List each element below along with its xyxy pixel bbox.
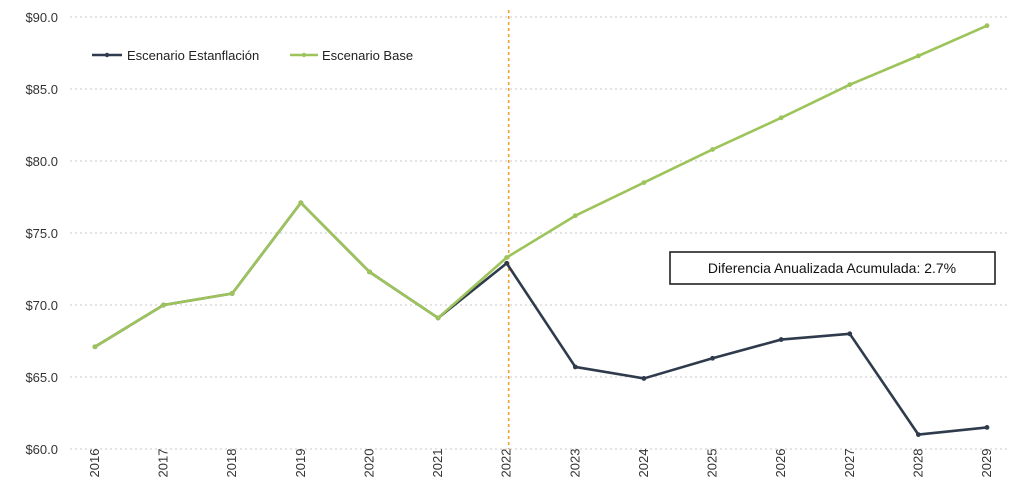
y-axis: $60.0 $65.0 $70.0 $75.0 $80.0 $85.0 $90.0 — [25, 10, 58, 457]
point-base — [229, 291, 235, 296]
y-tick-label: $75.0 — [25, 226, 58, 241]
y-tick-label: $60.0 — [25, 442, 58, 457]
annotation-text: Diferencia Anualizada Acumulada: 2.7% — [708, 260, 956, 276]
x-tick-label: 2028 — [910, 449, 925, 478]
y-tick-label: $85.0 — [25, 82, 58, 97]
x-tick-label: 2021 — [430, 449, 445, 478]
point-stagflation — [778, 337, 784, 342]
legend-marker-base — [301, 52, 307, 58]
x-tick-label: 2029 — [979, 449, 994, 478]
point-base — [847, 82, 853, 88]
point-base — [161, 302, 167, 308]
point-stagflation — [641, 376, 647, 381]
x-tick-label: 2025 — [705, 449, 720, 478]
point-base — [778, 115, 784, 121]
y-tick-label: $70.0 — [25, 298, 58, 313]
point-stagflation — [504, 260, 510, 266]
x-axis: 2016 2017 2018 2019 2020 2021 2022 2023 2024 2025… — [87, 449, 994, 478]
point-base — [984, 23, 990, 29]
x-tick-label: 2019 — [293, 449, 308, 478]
x-tick-label: 2018 — [224, 449, 239, 478]
x-tick-label: 2026 — [773, 449, 788, 478]
point-base — [710, 147, 715, 152]
series-line-base — [93, 24, 989, 349]
point-stagflation — [847, 331, 853, 337]
legend-label-stagflation: Escenario Estanflación — [127, 48, 259, 63]
x-tick-label: 2027 — [842, 449, 857, 478]
point-base — [435, 315, 441, 321]
point-stagflation — [915, 432, 921, 437]
annotation-box: Diferencia Anualizada Acumulada: 2.7% — [669, 251, 996, 285]
point-base — [298, 200, 304, 206]
x-tick-label: 2017 — [156, 449, 171, 478]
point-base — [504, 255, 510, 260]
x-tick-label: 2020 — [361, 449, 376, 478]
x-tick-label: 2016 — [87, 449, 102, 478]
x-tick-label: 2023 — [567, 449, 582, 478]
point-base — [367, 269, 372, 275]
x-tick-label: 2024 — [636, 449, 651, 478]
point-base — [915, 53, 921, 59]
legend-label-base: Escenario Base — [322, 48, 413, 63]
annotation-border — [669, 251, 996, 285]
point-base — [641, 180, 647, 186]
legend: Escenario Estanflación Escenario Base — [92, 48, 413, 63]
x-tick-label: 2022 — [499, 449, 514, 478]
legend-marker-stagflation — [104, 52, 110, 58]
point-stagflation — [984, 425, 990, 430]
point-stagflation — [710, 355, 715, 361]
point-base — [92, 344, 98, 350]
point-base — [572, 213, 578, 219]
y-tick-label: $80.0 — [25, 154, 58, 169]
gridlines — [70, 16, 1008, 450]
point-stagflation — [572, 364, 578, 370]
y-tick-label: $90.0 — [25, 10, 58, 25]
y-tick-label: $65.0 — [25, 370, 58, 385]
series-group — [92, 23, 990, 437]
